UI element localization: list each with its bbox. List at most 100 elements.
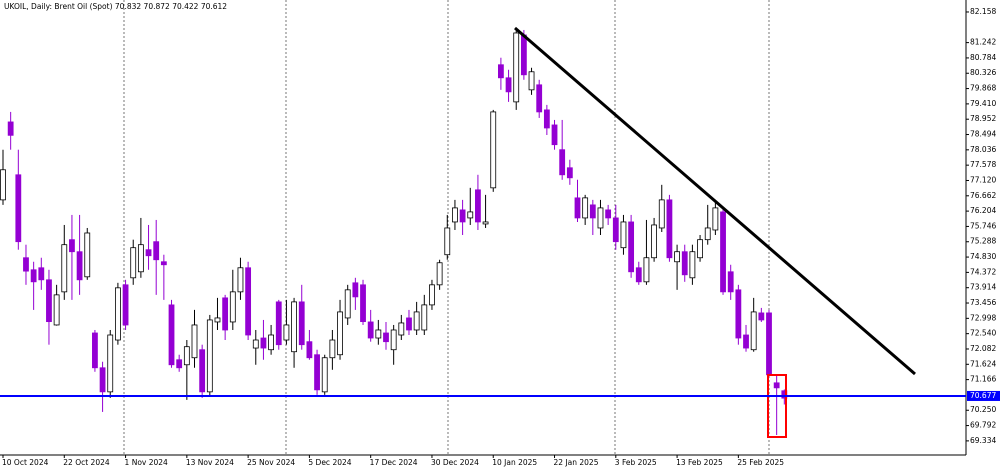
y-tick-label: 76.204 <box>970 206 996 215</box>
y-tick-label: 69.792 <box>970 421 996 430</box>
candle-body <box>206 319 213 393</box>
candle-body <box>329 339 336 359</box>
candle-body <box>651 224 657 259</box>
current-price-label: 70.677 <box>970 391 996 400</box>
y-tick-label: 74.372 <box>970 267 996 276</box>
candle-body <box>490 111 497 189</box>
candle-body <box>237 267 244 293</box>
candle-body <box>597 207 604 229</box>
y-tick-label: 73.456 <box>970 298 996 307</box>
chart-title: UKOIL, Daily: Brent Oil (Spot) <box>4 2 113 11</box>
candle-body <box>291 301 297 353</box>
candle-body <box>712 207 719 231</box>
candle-body <box>145 249 152 257</box>
candle-body <box>758 312 765 321</box>
candle-body <box>245 267 252 336</box>
candle-body <box>23 257 29 272</box>
x-tick-label: 13 Feb 2025 <box>676 458 723 467</box>
candle-body <box>628 221 635 273</box>
x-tick-label: 30 Dec 2024 <box>431 458 479 467</box>
candle-body <box>406 317 412 331</box>
candle-body <box>658 199 665 229</box>
candle-body <box>268 334 275 351</box>
candle-body <box>643 257 650 283</box>
candle-body <box>321 357 328 393</box>
candle-body <box>314 354 320 391</box>
candle-body <box>137 244 144 273</box>
candle-body <box>375 329 382 339</box>
y-tick-label: 75.746 <box>970 221 996 230</box>
x-tick-label: 3 Feb 2025 <box>615 458 657 467</box>
candle-body <box>666 199 673 259</box>
x-tick-label: 22 Oct 2024 <box>63 458 110 467</box>
candle-body <box>352 282 359 298</box>
candle-body <box>61 244 68 293</box>
candle-body <box>222 297 229 331</box>
candle-body <box>130 247 137 279</box>
y-tick-label: 72.540 <box>970 329 996 338</box>
candle-body <box>214 317 221 323</box>
last-high: 70.872 <box>144 2 170 11</box>
candles <box>0 29 788 435</box>
x-tick-label: 13 Nov 2024 <box>186 458 234 467</box>
y-tick-label: 78.494 <box>970 130 996 139</box>
candle-body <box>7 121 14 136</box>
candle-body <box>681 251 688 276</box>
y-tick-label: 79.868 <box>970 84 996 93</box>
candle-body <box>536 84 543 113</box>
x-tick-label: 22 Jan 2025 <box>554 458 599 467</box>
candle-body <box>337 311 343 356</box>
candle-body <box>367 321 374 339</box>
candle-body <box>53 294 60 326</box>
candle-body <box>559 149 566 176</box>
candle-body <box>383 332 389 343</box>
candle-body <box>92 332 98 369</box>
candle-body <box>429 284 435 306</box>
candle-body <box>467 211 474 219</box>
y-tick-label: 74.830 <box>970 252 996 261</box>
candle-body <box>413 311 420 331</box>
y-tick-label: 80.326 <box>970 68 996 77</box>
y-tick-label: 77.578 <box>970 160 996 169</box>
candle-body <box>122 284 129 326</box>
x-tick-label: 17 Dec 2024 <box>370 458 418 467</box>
y-tick-label: 77.120 <box>970 175 996 184</box>
candle-body <box>69 239 75 253</box>
candle-body <box>30 269 37 283</box>
candle-body <box>436 262 443 286</box>
y-tick-label: 72.998 <box>970 313 996 322</box>
last-close: 70.612 <box>201 2 227 11</box>
candle-body <box>704 227 711 241</box>
x-tick-label: 25 Feb 2025 <box>737 458 784 467</box>
candle-body <box>99 367 106 393</box>
candle-body <box>298 301 305 346</box>
y-tick-label: 75.288 <box>970 237 996 246</box>
candle-body <box>84 232 91 278</box>
y-tick-label: 76.662 <box>970 191 996 200</box>
candle-body <box>689 251 696 279</box>
candle-body <box>743 334 749 349</box>
x-tick-label: 5 Dec 2024 <box>308 458 351 467</box>
candle-body <box>252 339 259 349</box>
candle-body <box>482 221 489 225</box>
candle-body <box>582 197 589 219</box>
candle-body <box>176 359 183 369</box>
candle-body <box>15 174 22 243</box>
candle-body <box>168 304 175 366</box>
candle-body <box>750 311 757 351</box>
candle-body <box>497 64 504 79</box>
candle-body <box>574 197 581 219</box>
x-tick-label: 10 Jan 2025 <box>492 458 537 467</box>
x-tick-label: 1 Nov 2024 <box>125 458 168 467</box>
candle-body <box>229 291 236 323</box>
y-tick-label: 72.082 <box>970 344 996 353</box>
y-tick-label: 80.784 <box>970 53 996 62</box>
candle-body <box>260 337 267 349</box>
candle-body <box>773 382 780 389</box>
candle-body <box>735 289 742 339</box>
candle-body <box>344 289 351 319</box>
candle-body <box>390 329 397 351</box>
candle-body <box>674 251 680 263</box>
